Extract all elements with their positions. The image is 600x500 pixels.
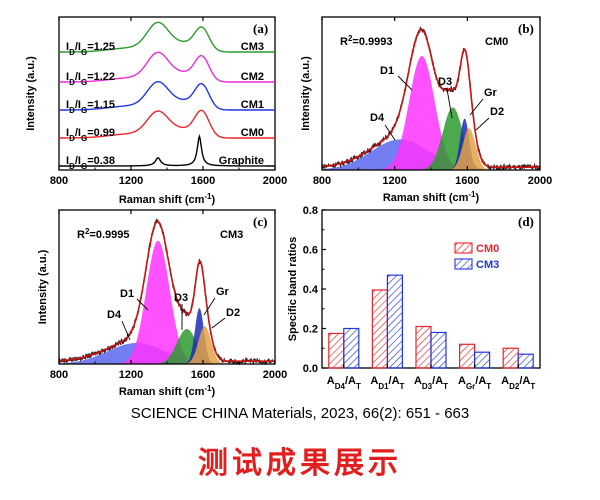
panel-a-xtick-label: 2000 [263,175,287,187]
panel-a-ratio-label-CM2: ID/IG=1.22 [66,71,115,87]
panel-a-raman-spectra: 800 1200 1600 2000 Raman shift (cm-1) Intensi… [25,16,287,207]
panel-b-xtick-label: 800 [313,175,331,187]
panel-b-fit-envelope [321,28,540,168]
panel-d-xtick-label: AD2/AT [501,375,535,391]
panel-d-bar-CM3-2 [430,331,447,369]
panel-d-letter: (d) [518,214,534,229]
panel-c-ylabel: Intensity (a.u.) [37,249,49,324]
panel-a-ratio-label-CM0: ID/IG=0.99 [66,127,115,143]
panel-c-leader-D1 [136,298,149,311]
panel-d-xtick-label: AD4/AT [327,375,361,391]
panel-c-peak-label-D4: D4 [107,309,122,321]
panel-a-series-Graphite [59,133,275,167]
panel-b-leader-D4 [384,124,396,141]
panel-a-xlabel: Raman shift (cm-1) [119,192,216,207]
panel-b-xtick-label: 1600 [455,175,479,187]
panel-a-series-CM2 [59,51,275,83]
panel-d-bar-CM0-2 [415,325,432,369]
panel-b-peak-label-D2: D2 [490,106,504,118]
panel-c-xtick-label: 1600 [191,369,215,381]
panel-a-ratio-label-Graphite: ID/IG=0.38 [66,155,115,171]
panel-d-ytick-label: 0.6 [303,245,318,257]
panel-b-ylabel: Intensity (a.u.) [300,56,312,131]
panel-c-xlabel: Raman shift (cm-1) [119,384,216,399]
panel-d-bar-CM0-1 [371,289,388,369]
panel-c-peak-label-D2: D2 [226,307,240,319]
panel-c-peak-label-D1: D1 [120,288,134,300]
panel-d-ytick-label: 0.4 [303,284,319,296]
panel-c-leader-D2 [211,317,226,329]
caption-title: 测试成果展示 [198,446,402,481]
panel-a-xtick-label: 1600 [191,175,215,187]
panel-c-xtick-label: 1200 [119,369,143,381]
panel-b-peak-label-D4: D4 [370,112,385,124]
panel-d-bar-CM3-4 [517,353,534,369]
panel-b-sample-label: CM0 [485,36,508,48]
panel-b-peak-label-D3: D3 [438,76,452,88]
panel-d-xtick-label: AGr/AT [458,375,491,391]
panel-c-leader-D4 [121,320,131,341]
panel-b-leader-D1 [397,75,413,91]
panel-b-peak-label-D1: D1 [380,65,394,77]
panel-c-peak-D1 [59,240,275,364]
panel-c-leader-Gr [203,297,216,316]
panel-b-leader-D2 [475,117,490,131]
panel-c-xtick-label: 800 [50,369,68,381]
panel-d-ytick-label: 0.2 [303,324,318,336]
panel-d-legend-label-CM0: CM0 [476,243,499,255]
panel-d-xtick-label: AD3/AT [414,375,448,391]
panel-c-fit-envelope [59,220,275,362]
panel-b-leader-D3 [446,88,453,119]
panel-d-bar-CM3-3 [474,351,491,369]
panel-b-xtick-label: 2000 [528,175,552,187]
panel-a-xtick-label: 1200 [119,175,143,187]
panel-a-series-label-Graphite: Graphite [219,155,264,167]
panel-a-letter: (a) [253,21,268,36]
panel-a-series-label-CM2: CM2 [241,71,264,83]
panel-a-series-CM1 [59,81,275,111]
panel-a-ratio-label-CM3: ID/IG=1.25 [66,41,115,57]
panel-a-ratio-label-CM1: ID/IG=1.15 [66,99,115,115]
panel-c-peak-label-Gr: Gr [216,286,230,298]
panel-d-ytick-label: 0.8 [303,205,318,217]
panel-d-legend-swatch-CM3 [454,258,473,270]
panel-d-bar-CM0-3 [459,343,476,369]
panel-a-frame [58,16,276,171]
panel-d-xtick-label: AD1/AT [370,375,404,391]
panel-a-series-label-CM1: CM1 [241,99,264,111]
panel-c-sample-label: CM3 [220,229,243,241]
panel-a-xtick-label: 800 [50,175,68,187]
panel-b-peak-D1 [322,56,540,170]
panel-d-bar-CM3-0 [343,327,360,369]
panel-a-series-label-CM3: CM3 [241,41,264,53]
citation: SCIENCE CHINA Materials, 2023, 66(2): 65… [130,405,470,422]
panel-b-peak-label-Gr: Gr [484,87,498,99]
panel-d-legend-swatch-CM0 [454,242,473,254]
panel-c-letter: (c) [253,214,267,229]
panel-d-ylabel: Specific band ratios [287,237,299,342]
panel-c-xtick-label: 2000 [263,369,287,381]
panel-d-ytick-label: 0.0 [303,363,318,375]
panel-b-cm0-fit: 800 1200 1600 2000 Raman shift (cm-1) Intensi… [300,16,552,205]
panel-a-series-CM0 [59,109,275,139]
panel-a-series-CM3 [59,21,275,53]
panel-a-ylabel: Intensity (a.u.) [25,56,37,131]
panel-d-band-ratios: 0.0 0.2 0.4 0.6 0.8 Specific band ratios AD4/A… [287,205,541,391]
panel-c-r2: R2=0.9995 [77,227,129,242]
panel-a-series-label-CM0: CM0 [241,127,264,139]
panel-b-xlabel: Raman shift (cm-1) [383,190,480,205]
panel-c-cm3-fit: 800 1200 1600 2000 Raman shift (cm-1) Intensi… [37,209,287,399]
panel-b-xtick-label: 1200 [382,175,406,187]
panel-d-bar-CM0-4 [502,347,519,369]
panel-c-peak-label-D3: D3 [174,292,188,304]
panel-b-r2: R2=0.9993 [340,34,392,49]
panel-b-letter: (b) [518,21,534,36]
panel-b-leader-Gr [469,98,484,116]
panel-d-bar-CM3-1 [386,274,403,369]
panel-d-bar-CM0-0 [328,332,345,369]
panel-d-legend-label-CM3: CM3 [476,259,499,271]
